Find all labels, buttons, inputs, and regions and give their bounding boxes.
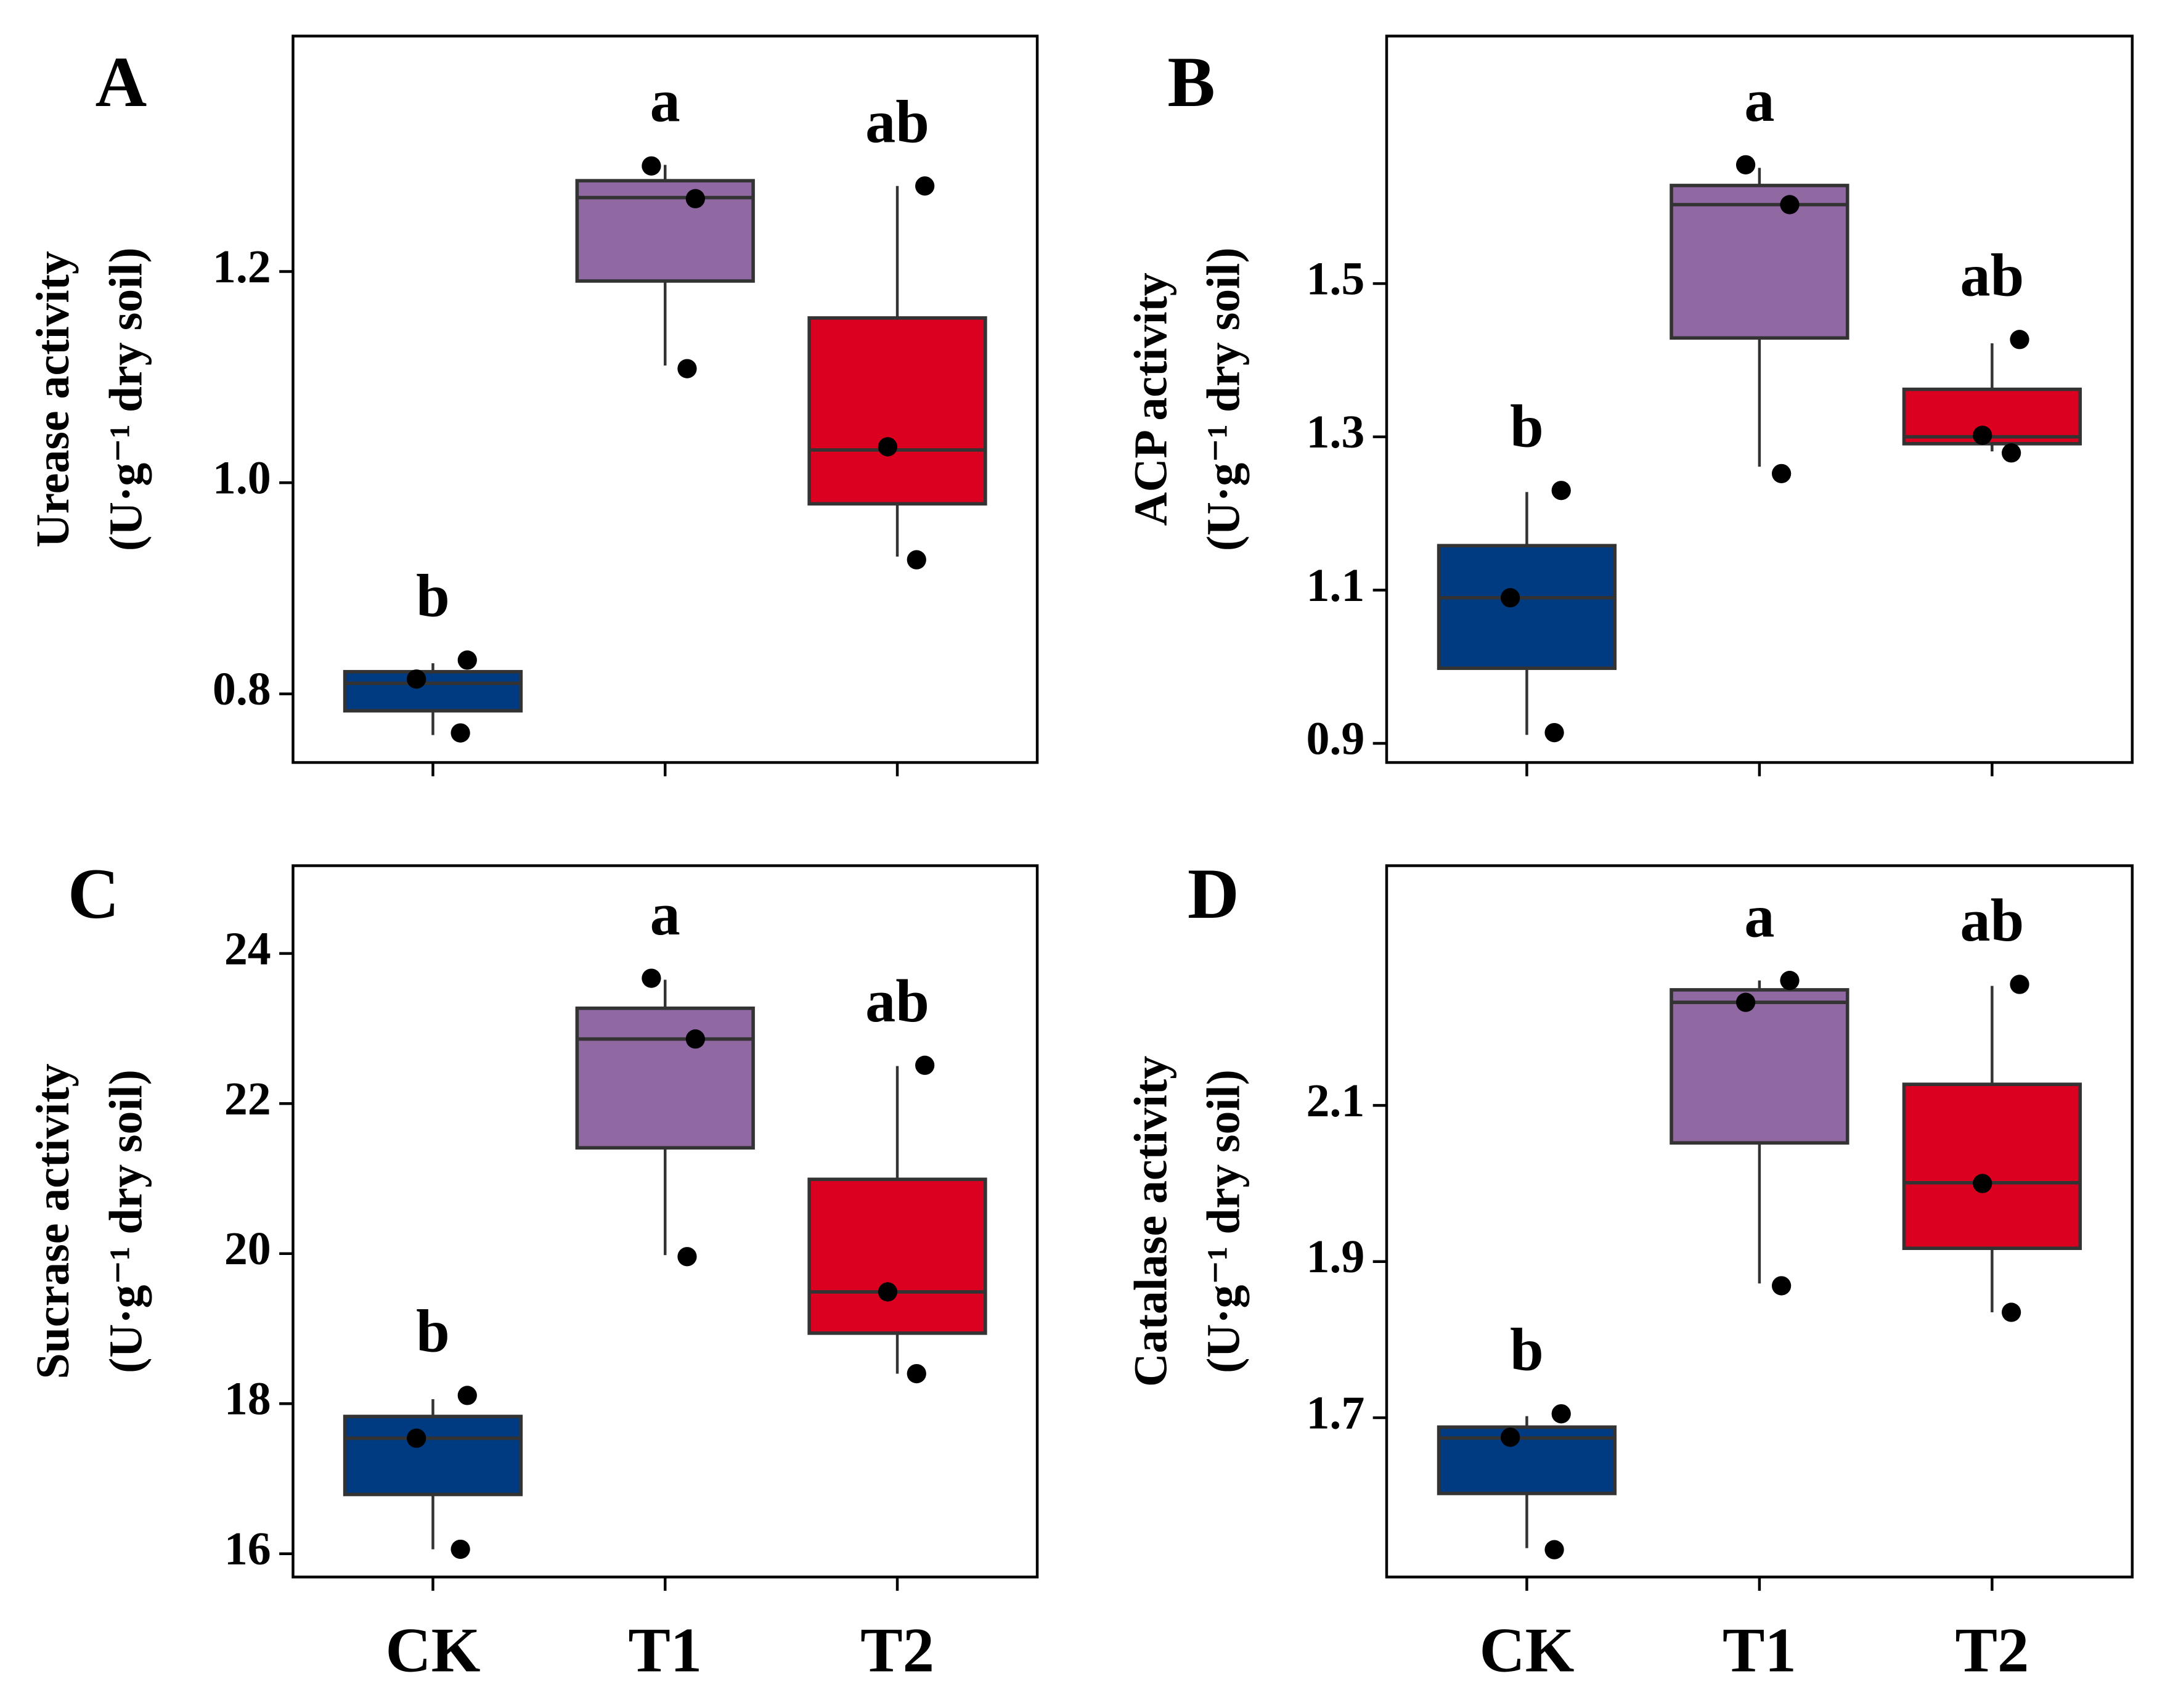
significance-letter: ab [865, 89, 929, 156]
y-tick-label: 1.1 [1306, 560, 1364, 611]
y-axis-label: (U·g⁻¹ dry soil) [1198, 247, 1250, 551]
data-point [1973, 1174, 1992, 1193]
data-point [1551, 1404, 1571, 1424]
data-point [1772, 464, 1792, 483]
data-point [915, 1055, 935, 1075]
y-tick-label: 22 [224, 1073, 271, 1125]
data-point [407, 669, 426, 689]
y-tick-label: 16 [224, 1523, 271, 1575]
y-tick-label: 1.9 [1306, 1231, 1364, 1283]
y-tick-label: 1.2 [213, 241, 271, 293]
y-tick-label: 18 [224, 1373, 271, 1425]
data-point [1973, 425, 1992, 445]
data-point [878, 437, 898, 457]
data-point [1544, 1540, 1564, 1559]
panel-label: D [1188, 855, 1239, 934]
data-point [457, 1386, 477, 1405]
significance-letter: a [650, 881, 680, 948]
significance-letter: a [1744, 67, 1774, 134]
significance-letter: b [1510, 1317, 1544, 1384]
significance-letter: b [416, 1298, 450, 1365]
data-point [685, 1029, 705, 1049]
y-tick-label: 0.9 [1306, 713, 1364, 764]
y-tick-label: 1.7 [1306, 1387, 1364, 1439]
data-point [451, 1539, 470, 1559]
data-point [2010, 975, 2029, 994]
data-point [1772, 1276, 1792, 1296]
data-point [1551, 481, 1571, 501]
y-tick-label: 1.5 [1306, 253, 1364, 304]
data-point [1735, 992, 1756, 1012]
y-tick-label: 1.3 [1306, 406, 1364, 458]
data-point [1544, 722, 1564, 743]
panel-label: C [68, 855, 120, 934]
x-tick-label: CK [1479, 1616, 1574, 1686]
data-point [642, 156, 661, 176]
significance-letter: ab [1960, 242, 2024, 309]
y-tick-label: 1.0 [213, 452, 271, 504]
y-tick-label: 24 [224, 923, 271, 975]
data-point [407, 1428, 426, 1448]
panel-label: A [96, 43, 147, 122]
data-point [907, 550, 926, 570]
data-point [2002, 1302, 2021, 1322]
box [1670, 184, 1849, 340]
box [575, 1006, 755, 1150]
y-axis-label: (U·g⁻¹ dry soil) [100, 1069, 152, 1373]
box [343, 669, 523, 713]
x-tick-label: T2 [1955, 1616, 2029, 1686]
data-point [2002, 443, 2021, 463]
significance-letter: a [1744, 883, 1774, 950]
data-point [677, 359, 697, 378]
data-point [2010, 330, 2029, 349]
y-axis-label: Catalase activity [1125, 1056, 1176, 1387]
data-point [1735, 155, 1756, 174]
box [343, 1415, 523, 1497]
panel-label: B [1167, 43, 1215, 122]
y-axis-label: Sucrase activity [27, 1063, 79, 1379]
data-point [677, 1247, 697, 1267]
data-point [915, 176, 935, 196]
x-tick-label: CK [385, 1616, 480, 1686]
data-point [1780, 195, 1800, 215]
y-tick-label: 2.1 [1306, 1075, 1364, 1127]
significance-letter: b [1510, 393, 1544, 460]
x-tick-label: T2 [860, 1616, 934, 1686]
x-tick-label: T1 [628, 1616, 702, 1686]
y-tick-label: 20 [224, 1223, 271, 1275]
data-point [878, 1282, 898, 1302]
data-point [642, 968, 661, 988]
box [807, 316, 987, 506]
significance-letter: ab [1960, 887, 2024, 954]
x-tick-label: T1 [1723, 1616, 1796, 1686]
y-axis-label: (U·g⁻¹ dry soil) [100, 247, 152, 551]
data-point [457, 650, 477, 670]
significance-letter: ab [865, 968, 929, 1035]
data-point [1780, 971, 1800, 991]
box [1670, 988, 1849, 1145]
y-axis-label: ACP activity [1125, 272, 1176, 526]
data-point [907, 1363, 926, 1384]
data-point [685, 189, 705, 208]
y-axis-label: (U·g⁻¹ dry soil) [1198, 1069, 1250, 1373]
y-axis-label: Urease activity [27, 251, 79, 547]
box [1902, 387, 2082, 446]
box [1437, 544, 1617, 670]
data-point [451, 723, 470, 743]
y-tick-label: 0.8 [213, 663, 271, 715]
box [807, 1177, 987, 1335]
significance-letter: b [416, 563, 450, 630]
box [575, 179, 755, 283]
box [1902, 1082, 2082, 1250]
data-point [1501, 1428, 1520, 1447]
data-point [1501, 588, 1520, 608]
significance-letter: a [650, 67, 680, 134]
